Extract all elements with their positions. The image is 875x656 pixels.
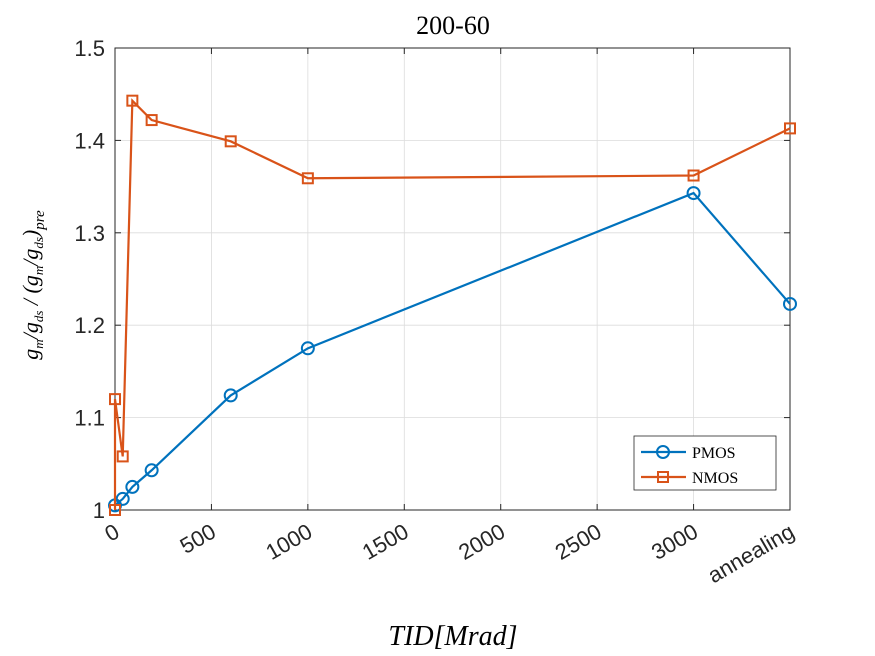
series-line-nmos	[113, 98, 791, 510]
legend-marker-pmos	[656, 445, 670, 459]
legend-label-pmos: PMOS	[692, 445, 736, 462]
y-axis-label-ds-sub2: ds	[31, 237, 46, 249]
y-axis-label-m-sub2: m	[31, 266, 46, 275]
data-point-nmos	[301, 172, 314, 185]
data-point-nmos	[116, 450, 129, 463]
data-point-nmos	[109, 504, 121, 516]
data-point-nmos	[784, 122, 796, 135]
y-axis-label-text: gm/gds / (gm/gds)pre	[18, 210, 48, 360]
data-point-nmos	[145, 114, 158, 127]
x-tick-label: 1500	[358, 519, 413, 565]
data-point-pmos	[300, 341, 315, 356]
data-point-pmos	[115, 491, 130, 506]
y-axis-label-ds-sub: ds	[31, 311, 46, 323]
y-tick-label: 1.5	[74, 36, 105, 61]
data-point-pmos	[783, 296, 797, 311]
y-axis-label-pre: pre	[32, 210, 48, 231]
y-tick-label: 1.4	[74, 128, 105, 153]
y-axis-label: gm/gds / (gm/gds)pre	[18, 210, 48, 360]
x-axis-label: TID[Mrad]	[388, 621, 517, 652]
data-point-pmos	[125, 479, 140, 494]
legend-marker-nmos	[657, 471, 669, 483]
data-point-nmos	[109, 393, 121, 406]
x-tick-label: 2000	[454, 519, 509, 565]
y-tick-label: 1	[93, 498, 105, 523]
series-line-pmos	[114, 191, 791, 507]
plot-series	[108, 94, 797, 516]
y-axis-label-paren: )	[18, 230, 43, 239]
axes	[114, 47, 791, 511]
data-point-pmos	[686, 186, 701, 201]
chart-title: 200-60	[416, 11, 490, 40]
data-point-nmos	[126, 94, 139, 107]
data-point-pmos	[144, 463, 159, 478]
data-point-pmos	[223, 388, 238, 403]
x-tick-label: 500	[176, 519, 220, 559]
y-axis-label-gm: g	[18, 349, 43, 360]
x-tick-label: annealing	[703, 519, 798, 588]
x-tick-label: 3000	[647, 519, 702, 565]
y-tick-label: 1.2	[74, 313, 105, 338]
y-axis-label-m-sub: m	[31, 339, 46, 348]
data-point-nmos	[224, 135, 237, 148]
x-tick-label: 2500	[551, 519, 606, 565]
y-axis-label-slash3: /g	[18, 249, 43, 268]
series-nmos	[109, 94, 796, 516]
data-point-nmos	[687, 169, 700, 182]
legend-label-nmos: NMOS	[692, 470, 738, 487]
y-tick-label: 1.1	[74, 406, 105, 431]
x-tick-label: 1000	[261, 519, 316, 565]
plot-frame	[114, 47, 791, 511]
y-axis-label-slash1: /g	[18, 322, 43, 341]
y-axis-label-slash2: / (g	[18, 275, 43, 310]
legend: PMOS NMOS	[633, 435, 777, 491]
tick-labels: 0 500 1000 1500 2000 2500 3000 annealing11.11.2…	[74, 36, 798, 588]
y-tick-label: 1.3	[74, 221, 105, 246]
